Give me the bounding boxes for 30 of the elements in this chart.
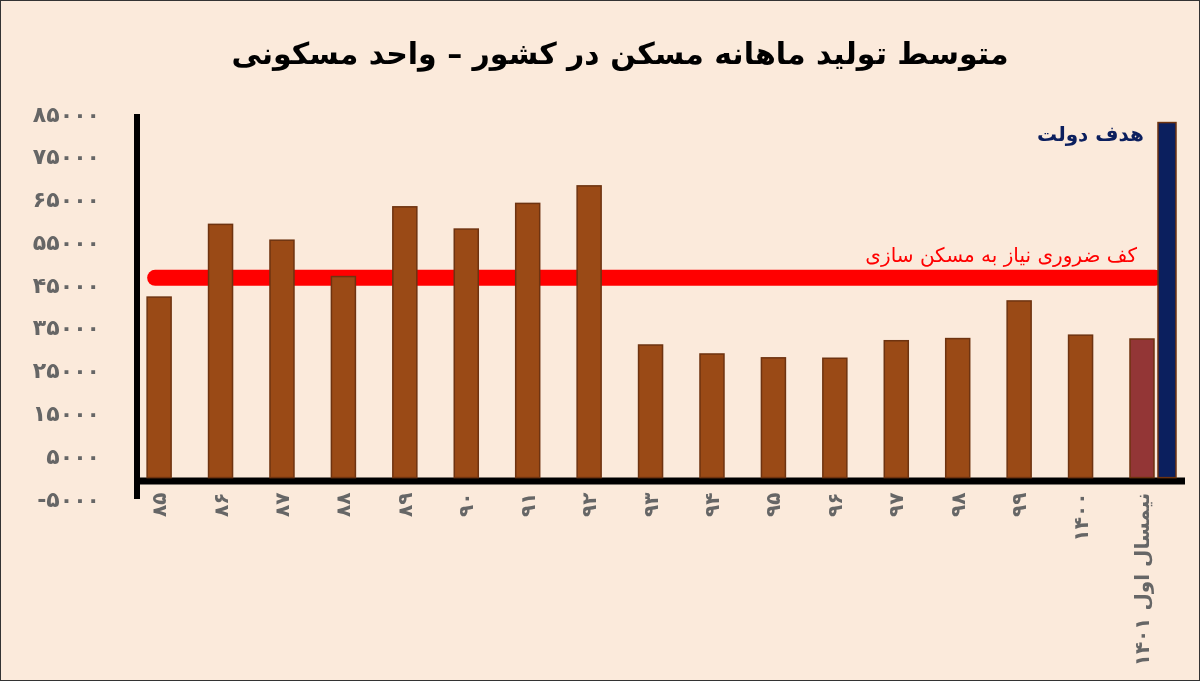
y-tick: ۵۰۰۰: [46, 443, 100, 469]
x-tick: ۹۷: [884, 492, 909, 518]
x-tick: ۹۸: [945, 492, 970, 518]
y-tick: ۶۵۰۰۰: [32, 187, 100, 213]
title: متوسط تولید ماهانه مسکن در کشور – واحد مسکونی: [231, 36, 1009, 71]
x-tick: ۸۷: [270, 492, 294, 518]
y-tick: ۳۵۰۰۰: [32, 315, 100, 341]
y-tick: ۵۵۰۰۰: [32, 229, 100, 255]
series-label: هدف دولت: [1037, 121, 1144, 146]
ref-label: کف ضروری نیاز به مسکن سازی: [865, 242, 1137, 267]
y-tick: ۸۵۰۰۰: [32, 101, 100, 127]
y-tick: ۲۵۰۰۰: [32, 358, 100, 384]
y-tick: ۴۵۰۰۰: [32, 272, 100, 298]
x-tick: ۹۵: [761, 492, 786, 518]
x-tick: ۸۹: [392, 492, 417, 518]
x-tick: ۱۴۰۰: [1068, 492, 1093, 542]
x-tick: ۹۴: [700, 492, 724, 518]
x-tick: ۹۱: [515, 492, 540, 518]
x-tick: ۹۹: [1007, 492, 1032, 518]
x-tick: ۹۳: [638, 492, 663, 518]
x-tick: ۸۶: [208, 492, 233, 518]
x-tick: نیمسال اول ۱۴۰۱: [1130, 492, 1154, 667]
x-tick: ۸۸: [331, 492, 356, 518]
y-tick: ۷۵۰۰۰: [32, 144, 100, 170]
y-tick: ۱۵۰۰۰: [32, 400, 100, 426]
y-tick: -۵۰۰۰: [37, 486, 100, 512]
x-tick: ۹۰: [454, 492, 479, 518]
x-tick: ۹۲: [577, 492, 602, 518]
x-tick: ۹۶: [822, 492, 847, 518]
x-tick: ۸۵: [147, 492, 172, 518]
